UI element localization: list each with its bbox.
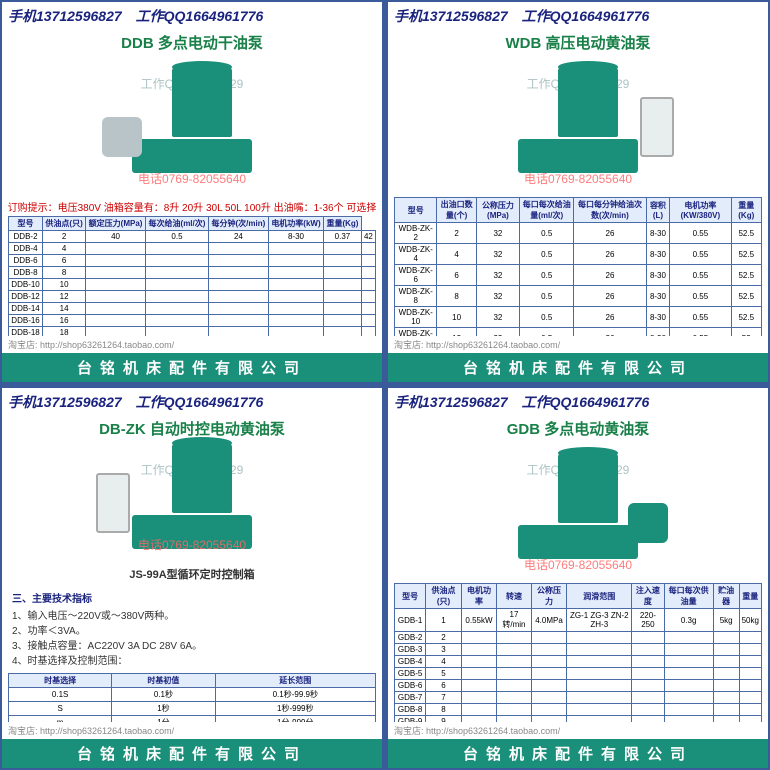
col-header: 每口每次供油量 xyxy=(664,584,713,609)
col-header: 容积(L) xyxy=(646,198,670,223)
col-header: 每口每次给油量(ml/次) xyxy=(520,198,574,223)
watermark-tel: 电话0769-82055640 xyxy=(138,170,246,187)
spec-table-wdb: 型号出油口数量(个)公称压力(MPa)每口每次给油量(ml/次)每口每分钟给油次… xyxy=(394,197,762,336)
col-header: 每次给油(ml/次) xyxy=(145,217,208,231)
col-header: 公称压力(MPa) xyxy=(476,198,520,223)
table-row: m1分1分-999分 xyxy=(9,715,376,722)
col-header: 出油口数量(个) xyxy=(437,198,476,223)
pump-icon xyxy=(518,67,638,187)
col-header: 每口每分钟给油次数(次/min) xyxy=(574,198,646,223)
col-header: 供油点(只) xyxy=(426,584,461,609)
col-header: 润滑范围 xyxy=(567,584,632,609)
product-illustration: 工作QQ962187529 电话0769-82055640 xyxy=(388,443,768,583)
col-header: 型号 xyxy=(395,198,437,223)
col-header: 时基选择 xyxy=(9,673,112,687)
spec-table-gdb: 型号供油点(只)电机功率转速公称压力润滑范围注入速度每口每次供油量贮油器重量GD… xyxy=(394,583,762,722)
spec-line: 3、接触点容量：AC220V 3A DC 28V 6A。 xyxy=(12,639,372,654)
col-header: 型号 xyxy=(9,217,43,231)
col-header: 时基初值 xyxy=(112,673,215,687)
spec-line: 2、功率＜3VA。 xyxy=(12,624,372,639)
table-row: GDB-88 xyxy=(395,704,762,716)
panel-dbzk: 手机13712596827 工作QQ1664961776 DB-ZK 自动时控电… xyxy=(0,386,384,770)
table-row: DDB-66 xyxy=(9,255,376,267)
shop-url: 淘宝店: http://shop63261264.taobao.com/ xyxy=(388,722,768,739)
table-row: GDB-110.55kW17转/min4.0MPaZG-1 ZG-3 ZN-2 … xyxy=(395,609,762,632)
col-header: 公称压力 xyxy=(531,584,567,609)
order-note: 订购提示：电压380V 油箱容量有：8升 20升 30L 50L 100升 出油… xyxy=(2,197,382,216)
watermark-tel: 电话0769-82055640 xyxy=(524,556,632,573)
table-row: S1秒1秒-999秒 xyxy=(9,701,376,715)
col-header: 电机功率(kW) xyxy=(268,217,323,231)
table-row: DDB-88 xyxy=(9,267,376,279)
spec-list: 1、输入电压～220V或～380V两种。2、功率＜3VA。3、接触点容量：AC2… xyxy=(2,605,382,673)
table-row: DDB-1414 xyxy=(9,303,376,315)
control-box-label: JS-99A型循环定时控制箱 xyxy=(12,567,372,584)
col-header: 电机功率(KW/380V) xyxy=(670,198,731,223)
table-row: GDB-55 xyxy=(395,668,762,680)
col-header: 重量 xyxy=(739,584,761,609)
panel-gdb: 手机13712596827 工作QQ1664961776 GDB 多点电动黄油泵… xyxy=(386,386,770,770)
col-header: 电机功率 xyxy=(461,584,497,609)
product-title: GDB 多点电动黄油泵 xyxy=(388,416,768,443)
table-row: WDB-ZK-66320.5268-300.5552.5 xyxy=(395,265,762,286)
col-header: 额定压力(MPa) xyxy=(86,217,146,231)
col-header: 重量(Kg) xyxy=(324,217,362,231)
table-row: GDB-33 xyxy=(395,644,762,656)
contact-header: 手机13712596827 工作QQ1664961776 xyxy=(388,2,768,30)
contact-header: 手机13712596827 工作QQ1664961776 xyxy=(2,388,382,416)
product-illustration: 工作QQ962187529 电话0769-82055640 xyxy=(388,57,768,197)
table-row: GDB-77 xyxy=(395,692,762,704)
table-row: WDB-ZK-44320.5268-300.5552.5 xyxy=(395,244,762,265)
table-row: DDB-22400.5248-300.3742 xyxy=(9,231,376,243)
panel-wdb: 手机13712596827 工作QQ1664961776 WDB 高压电动黄油泵… xyxy=(386,0,770,384)
col-header: 型号 xyxy=(395,584,426,609)
pump-icon xyxy=(518,453,638,573)
table-row: DDB-1818 xyxy=(9,327,376,337)
product-illustration: 工作QQ962187529 电话0769-82055640 xyxy=(2,57,382,197)
company-footer: 台铭机床配件有限公司 xyxy=(388,353,768,382)
table-row: WDB-ZK-88320.5268-300.5552.5 xyxy=(395,286,762,307)
table-row: WDB-ZK-1010320.5268-300.5552.5 xyxy=(395,307,762,328)
col-header: 注入速度 xyxy=(632,584,664,609)
col-header: 供油点(只) xyxy=(43,217,86,231)
product-grid: 手机13712596827 工作QQ1664961776 DDB 多点电动干油泵… xyxy=(0,0,770,770)
table-row: DDB-1010 xyxy=(9,279,376,291)
table-row: GDB-66 xyxy=(395,680,762,692)
table-row: 0.1S0.1秒0.1秒-99.9秒 xyxy=(9,687,376,701)
contact-header: 手机13712596827 工作QQ1664961776 xyxy=(388,388,768,416)
watermark-tel: 电话0769-82055640 xyxy=(524,170,632,187)
spec-line: 4、时基选择及控制范围： xyxy=(12,654,372,669)
watermark-tel: 电话0769-82055640 xyxy=(138,536,246,553)
table-row: WDB-ZK-1212320.5268-300.5553 xyxy=(395,328,762,337)
col-header: 重量(Kg) xyxy=(731,198,761,223)
table-row: GDB-22 xyxy=(395,632,762,644)
spec-table-ddb: 型号供油点(只)额定压力(MPa)每次给油(ml/次)每分钟(次/min)电机功… xyxy=(8,216,376,336)
shop-url: 淘宝店: http://shop63261264.taobao.com/ xyxy=(2,336,382,353)
product-title: DDB 多点电动干油泵 xyxy=(2,30,382,57)
table-row: DDB-1212 xyxy=(9,291,376,303)
col-header: 延长范围 xyxy=(215,673,375,687)
col-header: 贮油器 xyxy=(713,584,739,609)
pump-icon xyxy=(132,67,252,187)
company-footer: 台铭机床配件有限公司 xyxy=(2,739,382,768)
shop-url: 淘宝店: http://shop63261264.taobao.com/ xyxy=(388,336,768,353)
col-header: 每分钟(次/min) xyxy=(208,217,268,231)
product-title: WDB 高压电动黄油泵 xyxy=(388,30,768,57)
col-header: 转速 xyxy=(497,584,531,609)
table-row: GDB-44 xyxy=(395,656,762,668)
shop-url: 淘宝店: http://shop63261264.taobao.com/ xyxy=(2,722,382,739)
timing-table: 时基选择时基初值延长范围0.1S0.1秒0.1秒-99.9秒S1秒1秒-999秒… xyxy=(8,673,376,723)
company-footer: 台铭机床配件有限公司 xyxy=(2,353,382,382)
spec-line: 1、输入电压～220V或～380V两种。 xyxy=(12,609,372,624)
company-footer: 台铭机床配件有限公司 xyxy=(388,739,768,768)
table-row: DDB-1616 xyxy=(9,315,376,327)
product-illustration: 工作QQ962187529 电话0769-82055640 xyxy=(2,443,382,563)
contact-header: 手机13712596827 工作QQ1664961776 xyxy=(2,2,382,30)
panel-ddb: 手机13712596827 工作QQ1664961776 DDB 多点电动干油泵… xyxy=(0,0,384,384)
table-row: DDB-44 xyxy=(9,243,376,255)
table-row: WDB-ZK-22320.5268-300.5552.5 xyxy=(395,223,762,244)
spec-heading: 三、主要技术指标 xyxy=(2,590,382,605)
